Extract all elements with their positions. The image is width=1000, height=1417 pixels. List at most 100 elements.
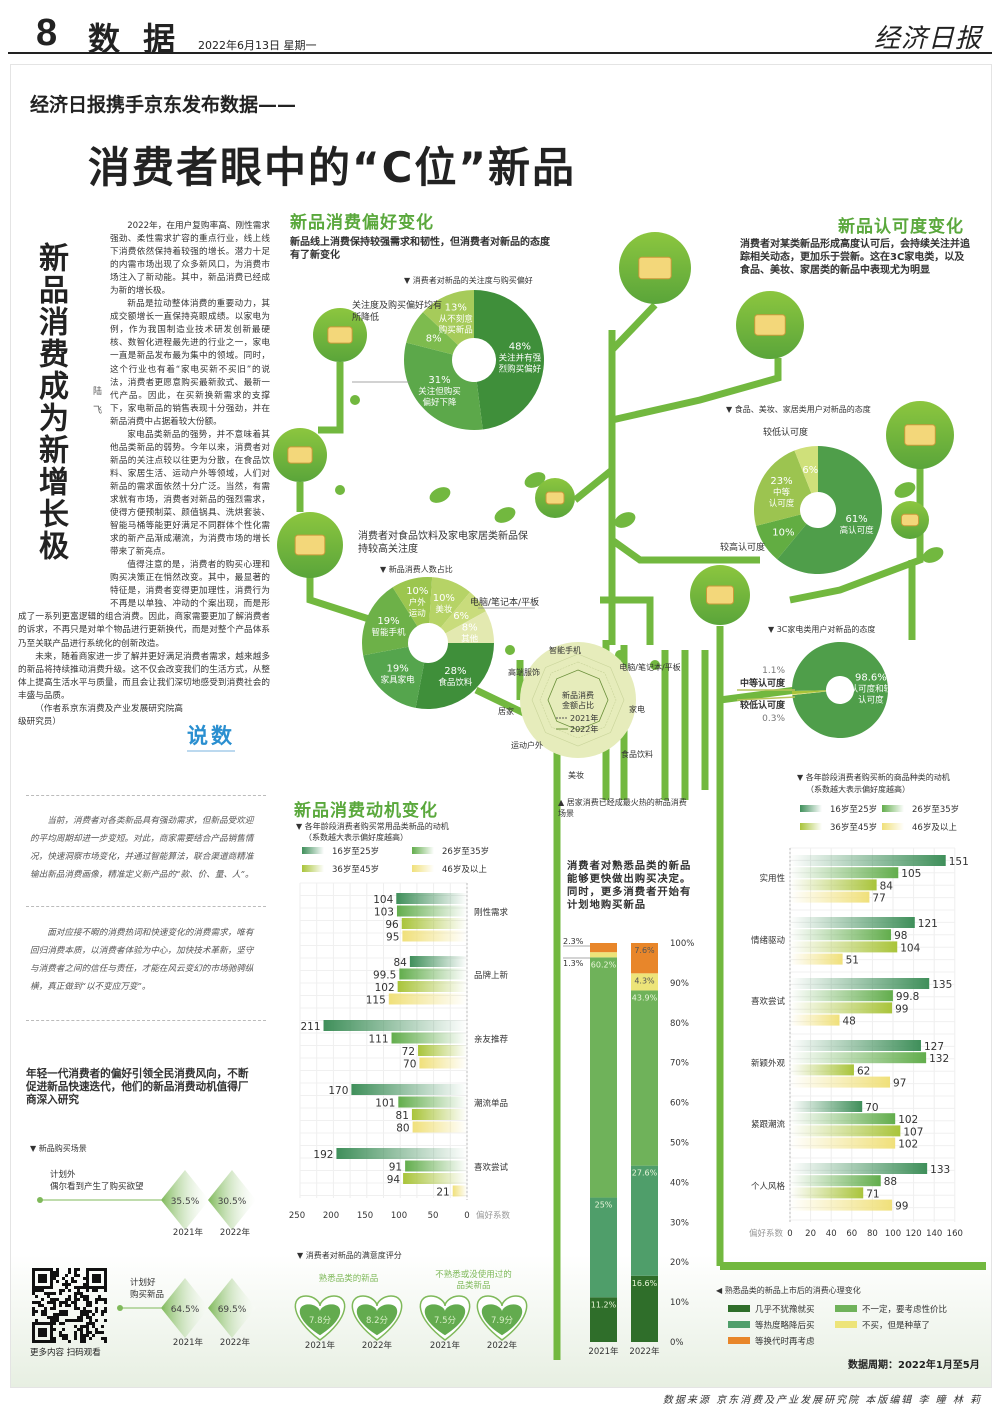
bar [790, 953, 843, 965]
icon-glyph [754, 314, 786, 336]
year-label: 2022年 [487, 1340, 518, 1351]
qr-module [50, 1334, 53, 1337]
section-desc-preference: 新品线上消费保持较强需求和韧性，但消费者对新品的态度有了新变化 [290, 237, 550, 261]
qr-module [38, 1328, 41, 1331]
note-box: 当前，消费者对各类新品具有强劲需求，但新品受欢迎的平均周期却进一步变短。对此，商… [30, 812, 262, 884]
qr-module [92, 1313, 95, 1316]
connector-dot [37, 1197, 43, 1203]
qr-module [74, 1268, 77, 1271]
qr-module [77, 1268, 80, 1271]
segment-label: 60.2% [591, 960, 617, 969]
divider [26, 1020, 266, 1021]
callout-label: 关注度及购买偏好均有所降低 [352, 301, 443, 323]
qr-module [62, 1283, 65, 1286]
bar [790, 1002, 893, 1014]
qr-module [32, 1307, 35, 1310]
issue-date: 2022年6月13日 星期一 [198, 39, 317, 52]
segment-label: 4.3% [634, 976, 655, 985]
icon-glyph [545, 491, 565, 505]
tree-branch [719, 686, 797, 704]
year-label: 2021年 [173, 1227, 204, 1238]
footer-credits: 数据来源 京东消费及产业发展研究院 本版编辑 李 瞳 林 莉 [662, 1395, 982, 1406]
bar-value-label: 104 [373, 894, 393, 906]
qr-module [92, 1277, 95, 1280]
callout-line [563, 945, 590, 959]
score-value: 8.2分 [366, 1316, 389, 1326]
qr-module [86, 1277, 89, 1280]
qr-module [50, 1328, 53, 1331]
pie-slice [422, 290, 474, 345]
bar [790, 1040, 921, 1051]
year-label: 2021年 [173, 1337, 204, 1348]
qr-module [35, 1268, 38, 1271]
stacked-segment [590, 952, 617, 958]
qr-module [104, 1298, 107, 1301]
qr-module [53, 1337, 56, 1340]
tree-branch [306, 577, 374, 624]
radar-axis-label: 运动户外 [511, 740, 543, 750]
qr-module [41, 1280, 44, 1283]
qr-module [74, 1301, 77, 1304]
qr-module [35, 1286, 38, 1289]
qr-module [38, 1331, 41, 1334]
y-tick-label: 20% [670, 1258, 689, 1268]
year-label: 2022年 [220, 1227, 251, 1238]
chart-title: ▼ 食品、美妆、家居类用户对新品的态度 [726, 405, 871, 414]
bar-value-label: 62 [857, 1065, 870, 1077]
qr-module [86, 1271, 89, 1274]
radar-ring [531, 653, 625, 747]
heart-fill [424, 1304, 466, 1336]
group-label: 熟悉品类的新品 [319, 1273, 379, 1284]
qr-module [53, 1277, 56, 1280]
qr-module [86, 1304, 89, 1307]
chart-title: ◀ 熟悉品类的新品上市后的消费心理变化 [716, 1286, 861, 1295]
bar [790, 1076, 891, 1088]
qr-module [44, 1334, 47, 1337]
qr-module [104, 1307, 107, 1310]
slice-label: 关注但购买 [418, 386, 461, 397]
stacked-segment [631, 1165, 658, 1276]
qr-module [86, 1331, 89, 1334]
qr-module [53, 1304, 56, 1307]
qr-module [41, 1274, 44, 1277]
radar-axis-label: 家电 [629, 704, 645, 714]
qr-module [32, 1283, 35, 1286]
tree-branch [318, 362, 344, 434]
section-desc-recognition: 消费者对某类新品形成高度认可后，会持续关注并追踪相关动态，更加乐于尝新。这在3C… [740, 239, 970, 276]
tree-baseline [720, 1262, 986, 1270]
bar [790, 1014, 840, 1026]
qr-module [32, 1313, 35, 1316]
radar-legend-2022: 2022年 [570, 724, 598, 734]
qr-module [95, 1268, 98, 1271]
chart-title: ▼ 新品消费人数占比 [380, 565, 453, 574]
bar-value-label: 192 [313, 1149, 333, 1161]
qr-module [86, 1334, 89, 1337]
x-tick-label: 20 [805, 1229, 816, 1239]
bar-value-label: 98 [894, 930, 907, 942]
y-tick-label: 100% [670, 939, 694, 949]
bar-value-label: 21 [436, 1187, 449, 1199]
chart-title: ▼ 各年龄段消费者购买新的商品种类的动机 [797, 773, 950, 782]
qr-module [74, 1271, 77, 1274]
qr-module [50, 1331, 53, 1334]
stacked-segment [590, 1297, 617, 1342]
qr-module [41, 1340, 44, 1343]
qr-module [44, 1286, 47, 1289]
tree-branch [474, 686, 532, 720]
article-paragraph: 值得注意的是，消费者的购买心理和购买决策正在悄然改变。其中，最显著的特征是，消费… [18, 560, 270, 649]
qr-module [89, 1331, 92, 1334]
qr-module [98, 1295, 101, 1298]
qr-module [38, 1286, 41, 1289]
qr-module [71, 1319, 74, 1322]
qr-module [77, 1286, 80, 1289]
category-label: 喜欢尝试 [751, 996, 786, 1007]
qr-module [86, 1325, 89, 1328]
qr-module [47, 1316, 50, 1319]
qr-module [62, 1301, 65, 1304]
qr-module [104, 1310, 107, 1313]
category-label: 刚性需求 [474, 907, 509, 918]
leaf-icon [614, 512, 636, 528]
legend-swatch [728, 1305, 750, 1312]
qr-module [35, 1319, 38, 1322]
